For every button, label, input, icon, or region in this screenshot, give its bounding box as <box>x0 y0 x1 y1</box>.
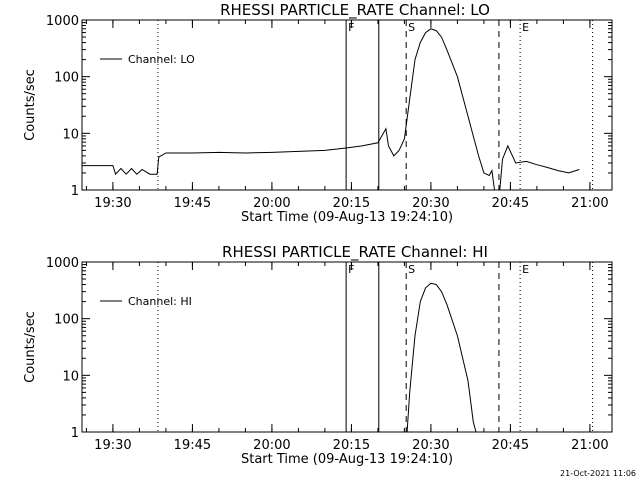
event-marker-label: S <box>408 263 415 276</box>
chart-title: RHESSI PARTICLE_RATE Channel: LO <box>220 1 490 20</box>
x-tick-label: 20:30 <box>412 196 449 211</box>
plot-hi: RHESSI PARTICLE_RATE Channel: HI 1 10 100 10… <box>23 243 613 467</box>
plot-frame <box>81 261 613 433</box>
event-marker-label: F <box>348 263 354 276</box>
event-marker-label: E <box>522 263 529 276</box>
x-tick-label: 20:45 <box>492 438 529 453</box>
x-tick-label: 20:45 <box>492 196 529 211</box>
x-tick-label: 20:15 <box>333 438 370 453</box>
x-tick-label: 19:45 <box>174 438 211 453</box>
y-tick-label: 10 <box>62 369 79 384</box>
y-axis-label: Counts/sec <box>23 311 38 383</box>
event-marker-label: F <box>348 21 354 34</box>
event-marker-label: E <box>522 21 529 34</box>
series-line <box>406 282 477 433</box>
x-tick-label: 19:30 <box>94 438 131 453</box>
y-tick-label: 1 <box>71 184 79 199</box>
y-axis-label: Counts/sec <box>23 69 38 141</box>
legend-label: Channel: LO <box>128 53 195 66</box>
x-tick-label: 20:15 <box>333 196 370 211</box>
y-tick-label: 1000 <box>46 256 79 271</box>
x-tick-label: 21:00 <box>571 438 608 453</box>
y-tick-label: 10 <box>62 127 79 142</box>
x-tick-label: 20:00 <box>253 196 290 211</box>
y-tick-label: 100 <box>54 71 79 86</box>
x-tick-label: 21:00 <box>571 196 608 211</box>
x-tick-label: 20:30 <box>412 438 449 453</box>
event-marker-label: S <box>408 21 415 34</box>
chart-title: RHESSI PARTICLE_RATE Channel: HI <box>222 243 488 262</box>
series-line <box>82 28 580 191</box>
y-tick-label: 1000 <box>46 14 79 29</box>
y-tick-label: 1 <box>71 426 79 441</box>
x-tick-label: 20:00 <box>253 438 290 453</box>
x-axis-label: Start Time (09-Aug-13 19:24:10) <box>241 452 453 467</box>
footer-timestamp: 21-Oct-2021 11:06 <box>560 469 636 478</box>
plot-frame <box>81 19 613 191</box>
x-tick-label: 19:45 <box>174 196 211 211</box>
plot-lo: RHESSI PARTICLE_RATE Channel: LO 1 10 100 10… <box>23 1 613 225</box>
x-axis-label: Start Time (09-Aug-13 19:24:10) <box>241 210 453 225</box>
y-tick-label: 100 <box>54 313 79 328</box>
legend-label: Channel: HI <box>128 295 192 308</box>
x-tick-label: 19:30 <box>94 196 131 211</box>
